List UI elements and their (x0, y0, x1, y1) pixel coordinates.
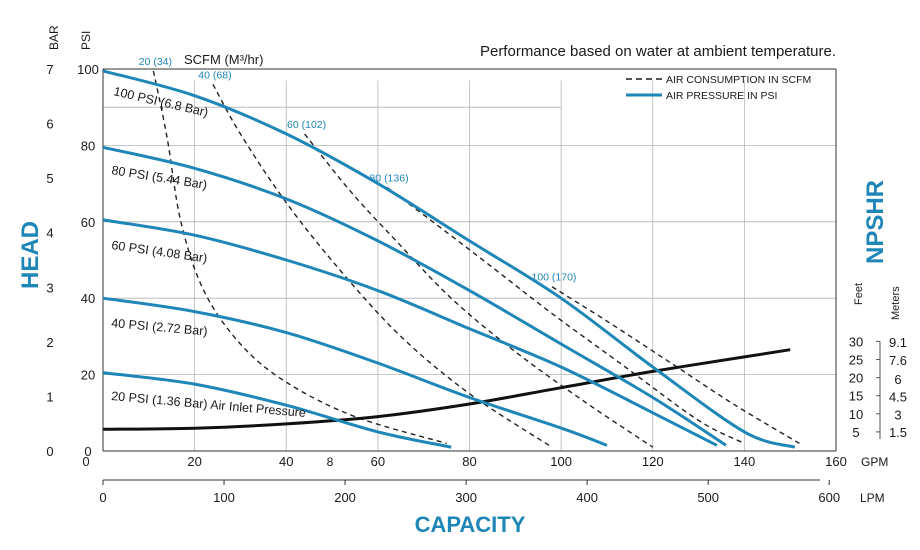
scfm-curve (551, 286, 800, 445)
npshr-meters-tick: 3 (894, 407, 901, 422)
x-tick-gpm: 60 (371, 454, 385, 469)
y-tick-psi: 100 (77, 62, 99, 77)
x-tick-gpm: 120 (642, 454, 664, 469)
x-tick-gpm: 40 (279, 454, 293, 469)
pressure-curve (102, 69, 796, 449)
npshr-feet-tick: 15 (849, 389, 863, 404)
y-tick-bar: 4 (46, 226, 53, 241)
y-tick-bar: 6 (46, 117, 53, 132)
grid (102, 68, 881, 485)
scfm-label: 40 (68) (198, 69, 231, 81)
y-tick-psi: 20 (81, 368, 95, 383)
npshr-unit-meters: Meters (890, 286, 902, 320)
npshr-feet-tick: 10 (849, 407, 863, 422)
scfm-curve (386, 186, 745, 445)
pressure-curve (102, 296, 608, 447)
y-tick-bar: 1 (46, 389, 53, 404)
x-tick-lpm: 500 (697, 490, 719, 505)
x-tick-gpm: 100 (550, 454, 572, 469)
y-tick-psi: 80 (81, 138, 95, 153)
npshr-feet-tick: 5 (852, 425, 859, 440)
pressure-label: 20 PSI (1.36 Bar) Air Inlet Pressure (111, 389, 307, 420)
npshr-meters-tick: 6 (894, 372, 901, 387)
scfm-title: SCFM (M³/hr) (184, 52, 263, 67)
y-tick-bar: 7 (46, 62, 53, 77)
x-tick-lpm: 100 (213, 490, 235, 505)
npshr-feet-tick: 20 (849, 371, 863, 386)
x-axis-title-capacity: CAPACITY (415, 512, 526, 537)
y-tick-bar: 3 (46, 280, 53, 295)
npshr-unit-feet: Feet (853, 283, 865, 305)
y2-axis-title-npshr: NPSHR (862, 180, 889, 264)
x-unit-lpm: LPM (860, 491, 885, 505)
x-tick-lpm: 300 (455, 490, 477, 505)
y-unit-bar: BAR (47, 25, 61, 50)
pressure-label: 40 PSI (2.72 Bar) (111, 316, 208, 338)
x-tick-lpm: 0 (99, 490, 106, 505)
scfm-curve (212, 83, 553, 448)
y-axis-title-head: HEAD (17, 221, 44, 289)
legend: AIR CONSUMPTION IN SCFM AIR PRESSURE IN … (626, 74, 811, 102)
scfm-label: 60 (102) (287, 119, 326, 131)
y-tick-psi: 0 (84, 444, 91, 459)
npshr-curve (102, 348, 791, 431)
npshr-feet-tick: 25 (849, 353, 863, 368)
npshr-meters-tick: 4.5 (889, 390, 907, 405)
npshr-meters-tick: 7.6 (889, 353, 907, 368)
curves (102, 69, 800, 449)
x-tick-gpm: 0 (82, 454, 89, 469)
pressure-curve (102, 371, 452, 449)
x-tick-gpm: 80 (462, 454, 476, 469)
pressure-curve (102, 145, 727, 447)
y-tick-bar: 0 (46, 444, 53, 459)
npshr-feet-tick: 30 (849, 334, 863, 349)
npshr-meters-tick: 1.5 (889, 425, 907, 440)
x-tick-gpm: 160 (825, 454, 847, 469)
legend-label-air-consumption: AIR CONSUMPTION IN SCFM (666, 74, 811, 86)
y-unit-psi: PSI (79, 31, 93, 50)
x-unit-gpm: GPM (861, 455, 888, 469)
x-tick-lpm: 600 (818, 490, 840, 505)
x-tick-lpm: 400 (576, 490, 598, 505)
y-tick-bar: 2 (46, 335, 53, 350)
y-tick-psi: 60 (81, 215, 95, 230)
scfm-label: 100 (170) (531, 272, 576, 284)
pressure-label: 60 PSI (4.08 Bar) (111, 238, 209, 265)
x-tick-gpm: 140 (734, 454, 756, 469)
scfm-label: 80 (136) (369, 172, 408, 184)
chart-title: Performance based on water at ambient te… (480, 43, 836, 60)
extra-tick-label: 8 (327, 455, 334, 469)
y-tick-psi: 40 (81, 291, 95, 306)
npshr-meters-tick: 9.1 (889, 335, 907, 350)
y-tick-bar: 5 (46, 171, 53, 186)
scfm-curve (304, 133, 654, 448)
x-tick-lpm: 200 (334, 490, 356, 505)
scfm-label: 20 (34) (139, 56, 172, 68)
pressure-curve (102, 218, 718, 447)
x-tick-gpm: 20 (187, 454, 201, 469)
legend-label-air-pressure: AIR PRESSURE IN PSI (666, 90, 777, 102)
